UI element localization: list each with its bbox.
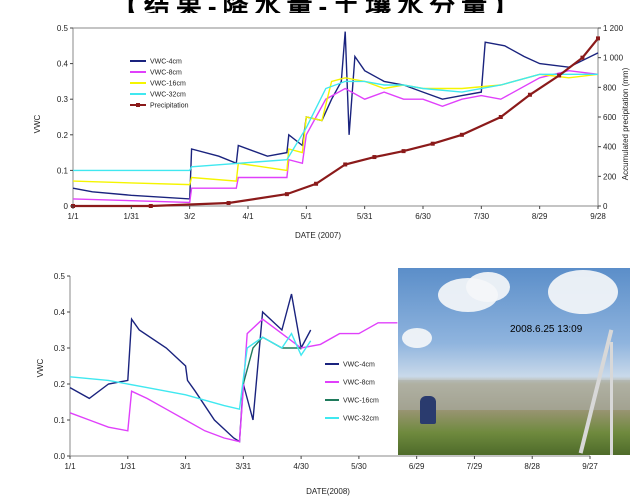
chart1-x-tick-label: 5/1 bbox=[301, 212, 313, 221]
chart2-x-tick-label: 3/31 bbox=[236, 462, 252, 471]
chart1-x-tick-label: 3/2 bbox=[184, 212, 196, 221]
chart1-y2-tick-label: 1 200 bbox=[603, 24, 624, 33]
chart1-y2-tick-label: 400 bbox=[603, 143, 617, 152]
chart2-series-line-3 bbox=[69, 332, 312, 411]
chart1-series-line-2 bbox=[72, 73, 599, 186]
chart1-x-tick-label: 7/30 bbox=[474, 212, 490, 221]
chart1-precip-point bbox=[430, 141, 435, 146]
chart1-series-line-1 bbox=[72, 69, 599, 204]
chart2-x-tick-label: 9/27 bbox=[582, 462, 598, 471]
chart1-legend-label: VWC-4cm bbox=[150, 59, 182, 66]
chart1-y-tick-label: 0.1 bbox=[57, 166, 69, 175]
chart2-x-axis-label: DATE(2008) bbox=[306, 487, 350, 496]
chart1-x-tick-label: 1/31 bbox=[124, 212, 140, 221]
chart1-legend-label: Precipitation bbox=[150, 103, 189, 110]
chart1-legend-label: VWC-32cm bbox=[150, 92, 186, 99]
field-photo: 2008.6.25 13:09 bbox=[398, 268, 630, 455]
chart1-precip-point bbox=[284, 192, 289, 197]
chart1-precip-point bbox=[226, 201, 231, 206]
chart1-precip-point bbox=[580, 55, 585, 60]
chart2-x-tick-label: 8/28 bbox=[524, 462, 540, 471]
chart2-x-tick-label: 6/29 bbox=[409, 462, 425, 471]
chart1-legend-label: VWC-8cm bbox=[150, 70, 182, 77]
chart1-precip-point bbox=[148, 204, 153, 208]
chart2-x-tick-label: 3/1 bbox=[180, 462, 192, 471]
chart2-y-tick-label: 0.4 bbox=[54, 308, 66, 317]
chart1-y-axis-label: VWC bbox=[33, 114, 42, 133]
chart2-y-tick-label: 0.3 bbox=[54, 344, 66, 353]
chart1-frame bbox=[72, 27, 599, 207]
chart2-legend-label: VWC-8cm bbox=[343, 380, 375, 387]
chart2-x-tick-label: 5/30 bbox=[351, 462, 367, 471]
person-figure bbox=[420, 396, 436, 424]
chart1-precip-point bbox=[557, 73, 562, 78]
chart2-series-line-1 bbox=[69, 318, 398, 443]
chart1-precip-point bbox=[459, 132, 464, 137]
chart1-y2-axis-label: Accumulated precipitation (mm) bbox=[621, 67, 630, 180]
chart2-legend-label: VWC-32cm bbox=[343, 416, 379, 423]
chart1-x-tick-label: 1/1 bbox=[67, 212, 79, 221]
chart2-series-line-0 bbox=[69, 293, 312, 443]
chart1-precip-point bbox=[498, 115, 503, 119]
chart1-legend-label: VWC-16cm bbox=[150, 81, 186, 88]
chart1-ticks: 0 0.1 0.2 0.3 0.4 0.5 0 200 400 600 800 1 000 1 200 1… bbox=[57, 24, 624, 221]
chart1-x-axis-label: DATE (2007) bbox=[295, 231, 341, 240]
chart1-legend: VWC-4cm VWC-8cm VWC-16cm VWC-32cm Precipitat… bbox=[130, 59, 189, 110]
chart2-x-tick-label: 1/1 bbox=[64, 462, 76, 471]
chart1-y2-tick-label: 600 bbox=[603, 113, 617, 122]
chart2-legend-label: VWC-16cm bbox=[343, 398, 379, 405]
chart1-y-tick-label: 0.3 bbox=[57, 95, 69, 104]
chart1-x-tick-label: 4/1 bbox=[242, 212, 254, 221]
chart2-ticks: 0.0 0.1 0.2 0.3 0.4 0.5 1/1 1/31 3/1 3/31 4/30 5/30… bbox=[54, 272, 598, 471]
chart1-series-line-0 bbox=[72, 31, 599, 200]
chart2-y-tick-label: 0.2 bbox=[54, 380, 66, 389]
chart1-y2-tick-label: 0 bbox=[603, 202, 608, 211]
chart2-x-tick-label: 4/30 bbox=[293, 462, 309, 471]
chart1-x-tick-label: 8/29 bbox=[532, 212, 548, 221]
chart1-precip-point bbox=[401, 149, 406, 154]
chart2-y-tick-label: 0.0 bbox=[54, 452, 66, 461]
chart1-precip-point bbox=[596, 36, 600, 41]
chart2-y-tick-label: 0.1 bbox=[54, 416, 66, 425]
chart1-x-tick-label: 9/28 bbox=[590, 212, 606, 221]
chart1-y2-tick-label: 800 bbox=[603, 83, 617, 92]
chart1-plot-area bbox=[71, 27, 600, 208]
chart1-precip-point bbox=[527, 92, 532, 97]
chart2-legend-label: VWC-4cm bbox=[343, 362, 375, 369]
chart1-y-tick-label: 0.4 bbox=[57, 60, 69, 69]
chart2-x-tick-label: 1/31 bbox=[120, 462, 136, 471]
figure-header: 【结果-降水量-土壤水分量】 bbox=[0, 0, 637, 13]
chart-vwc-2007: 0 0.1 0.2 0.3 0.4 0.5 0 200 400 600 800 1 000 1 200 1… bbox=[33, 24, 630, 240]
chart1-x-tick-label: 6/30 bbox=[415, 212, 431, 221]
chart1-y-tick-label: 0 bbox=[64, 202, 69, 211]
chart1-x-tick-label: 5/31 bbox=[357, 212, 373, 221]
chart1-y-tick-label: 0.2 bbox=[57, 131, 69, 140]
header-text: 【结果-降水量-土壤水分量】 bbox=[0, 0, 637, 13]
chart1-y2-tick-label: 200 bbox=[603, 172, 617, 181]
chart1-y2-tick-label: 1 000 bbox=[603, 54, 624, 63]
chart2-legend: VWC-4cm VWC-8cm VWC-16cm VWC-32cm bbox=[325, 362, 379, 423]
chart2-y-tick-label: 0.5 bbox=[54, 272, 66, 281]
chart1-series-line-3 bbox=[73, 73, 598, 172]
chart2-plot-area bbox=[69, 276, 590, 457]
chart1-legend-marker bbox=[136, 103, 140, 107]
chart1-precip-point bbox=[372, 155, 377, 160]
chart2-x-tick-label: 7/29 bbox=[467, 462, 483, 471]
chart1-precip-point bbox=[314, 181, 319, 186]
chart-vwc-2008: 0.0 0.1 0.2 0.3 0.4 0.5 1/1 1/31 3/1 3/31 4/30 5/30… bbox=[36, 272, 598, 496]
chart1-precip-point bbox=[343, 162, 348, 167]
photo-timestamp: 2008.6.25 13:09 bbox=[510, 324, 583, 335]
chart1-y-tick-label: 0.5 bbox=[57, 24, 69, 33]
chart2-y-axis-label: VWC bbox=[36, 358, 45, 377]
